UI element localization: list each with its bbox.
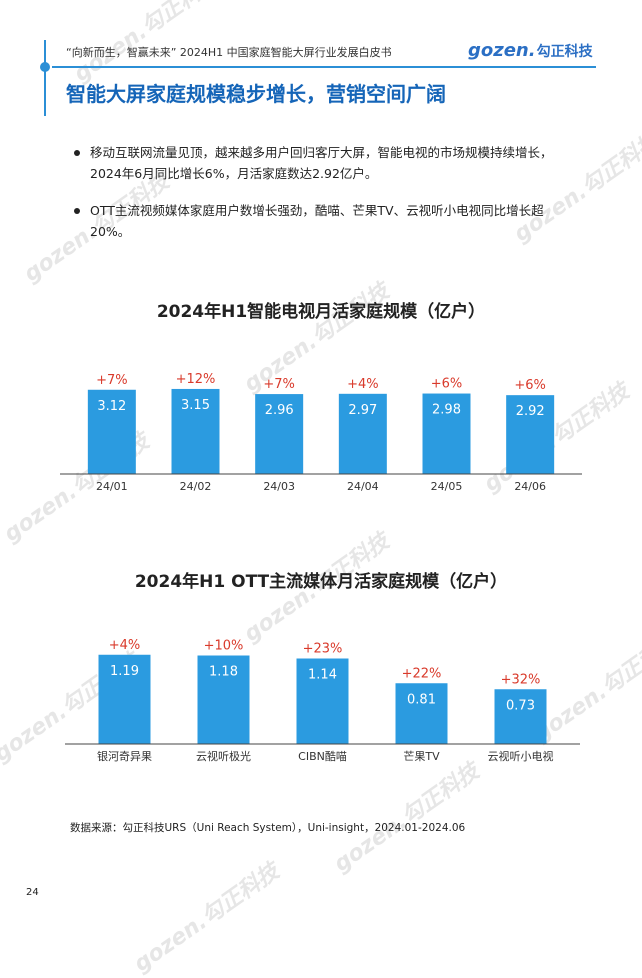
- source-note: 数据来源：勾正科技URS（Uni Reach System），Uni-insig…: [70, 822, 466, 834]
- brand-logo: gozen.勾正科技: [468, 40, 593, 61]
- bar-value-label: 3.15: [181, 398, 210, 413]
- chart-title: 2024年H1 OTT主流媒体月活家庭规模（亿户）: [134, 572, 508, 592]
- logo-cn: 勾正科技: [536, 44, 593, 60]
- bar-value-label: 0.73: [506, 698, 535, 713]
- page-number: 24: [26, 887, 39, 898]
- x-tick-label: 24/05: [431, 480, 463, 493]
- bullet-dot: [74, 150, 80, 156]
- growth-label: +22%: [402, 666, 442, 681]
- bar-value-label: 2.97: [348, 403, 377, 418]
- chart-bar: [506, 395, 555, 474]
- watermark: gozen.勾正科技: [129, 858, 284, 978]
- growth-label: +4%: [109, 638, 141, 653]
- header-title: “向新而生，智赢未来” 2024H1 中国家庭智能大屏行业发展白皮书: [66, 46, 392, 59]
- growth-label: +10%: [204, 639, 244, 654]
- growth-label: +7%: [263, 377, 295, 392]
- page-title: 智能大屏家庭规模稳步增长，营销空间广阔: [66, 82, 446, 106]
- bar-value-label: 1.19: [110, 664, 139, 679]
- bullet-dot: [74, 208, 80, 214]
- tv-monthly-active-chart: 3.12 +7% 24/01 3.15 +12% 24/02 2.96 +7% 24/03 2.9…: [60, 372, 582, 493]
- growth-label: +6%: [431, 377, 463, 392]
- growth-label: +23%: [303, 642, 343, 657]
- bullet-text: 移动互联网流量见顶，越来越多用户回归客厅大屏，智能电视的市场规模持续增长，202…: [90, 145, 553, 181]
- bar-value-label: 1.14: [308, 668, 337, 683]
- x-tick-label: 24/02: [180, 480, 212, 493]
- chart-bar: [296, 658, 349, 744]
- chart-bar: [87, 389, 136, 474]
- header-vertical-rule: [44, 40, 46, 116]
- bar-value-label: 2.98: [432, 403, 461, 418]
- chart-bar: [494, 689, 547, 744]
- growth-label: +7%: [96, 373, 128, 388]
- bar-value-label: 2.92: [516, 404, 545, 419]
- chart-bar: [338, 393, 387, 474]
- chart-bar: [422, 393, 471, 474]
- logo-brand: gozen.: [468, 40, 536, 61]
- x-tick-label: CIBN酷喵: [298, 750, 347, 763]
- bar-value-label: 0.81: [407, 692, 436, 707]
- x-tick-label: 云视听小电视: [488, 749, 554, 763]
- bullet-item: 移动互联网流量见顶，越来越多用户回归客厅大屏，智能电视的市场规模持续增长，202…: [74, 142, 574, 184]
- chart-title: 2024年H1智能电视月活家庭规模（亿户）: [156, 302, 486, 322]
- growth-label: +6%: [514, 378, 546, 393]
- x-tick-label: 云视听极光: [196, 749, 251, 763]
- x-tick-label: 24/06: [514, 480, 546, 493]
- ott-monthly-active-chart: 1.19 +4% 银河奇异果 1.18 +10% 云视听极光 1.14 +23% CIBN酷喵 0…: [65, 638, 580, 763]
- bar-value-label: 2.96: [265, 403, 294, 418]
- growth-label: +32%: [501, 672, 541, 687]
- chart-bar: [197, 655, 250, 744]
- chart-bar: [255, 394, 304, 474]
- bullet-text: OTT主流视频媒体家庭用户数增长强劲，酷喵、芒果TV、云视听小电视同比增长超20…: [90, 203, 544, 239]
- chart-bar: [98, 654, 151, 744]
- chart-bar: [171, 388, 220, 474]
- x-tick-label: 银河奇异果: [97, 749, 152, 763]
- x-tick-label: 24/03: [263, 480, 295, 493]
- bullet-item: OTT主流视频媒体家庭用户数增长强劲，酷喵、芒果TV、云视听小电视同比增长超20…: [74, 200, 574, 242]
- x-tick-label: 芒果TV: [403, 750, 440, 763]
- chart-bar: [395, 683, 448, 744]
- bar-value-label: 1.18: [209, 665, 238, 680]
- growth-label: +4%: [347, 377, 379, 392]
- x-tick-label: 24/01: [96, 480, 128, 493]
- growth-label: +12%: [176, 372, 216, 387]
- header-dot: [40, 62, 50, 72]
- header-rule: [52, 66, 596, 68]
- x-tick-label: 24/04: [347, 480, 379, 493]
- bar-value-label: 3.12: [97, 399, 126, 414]
